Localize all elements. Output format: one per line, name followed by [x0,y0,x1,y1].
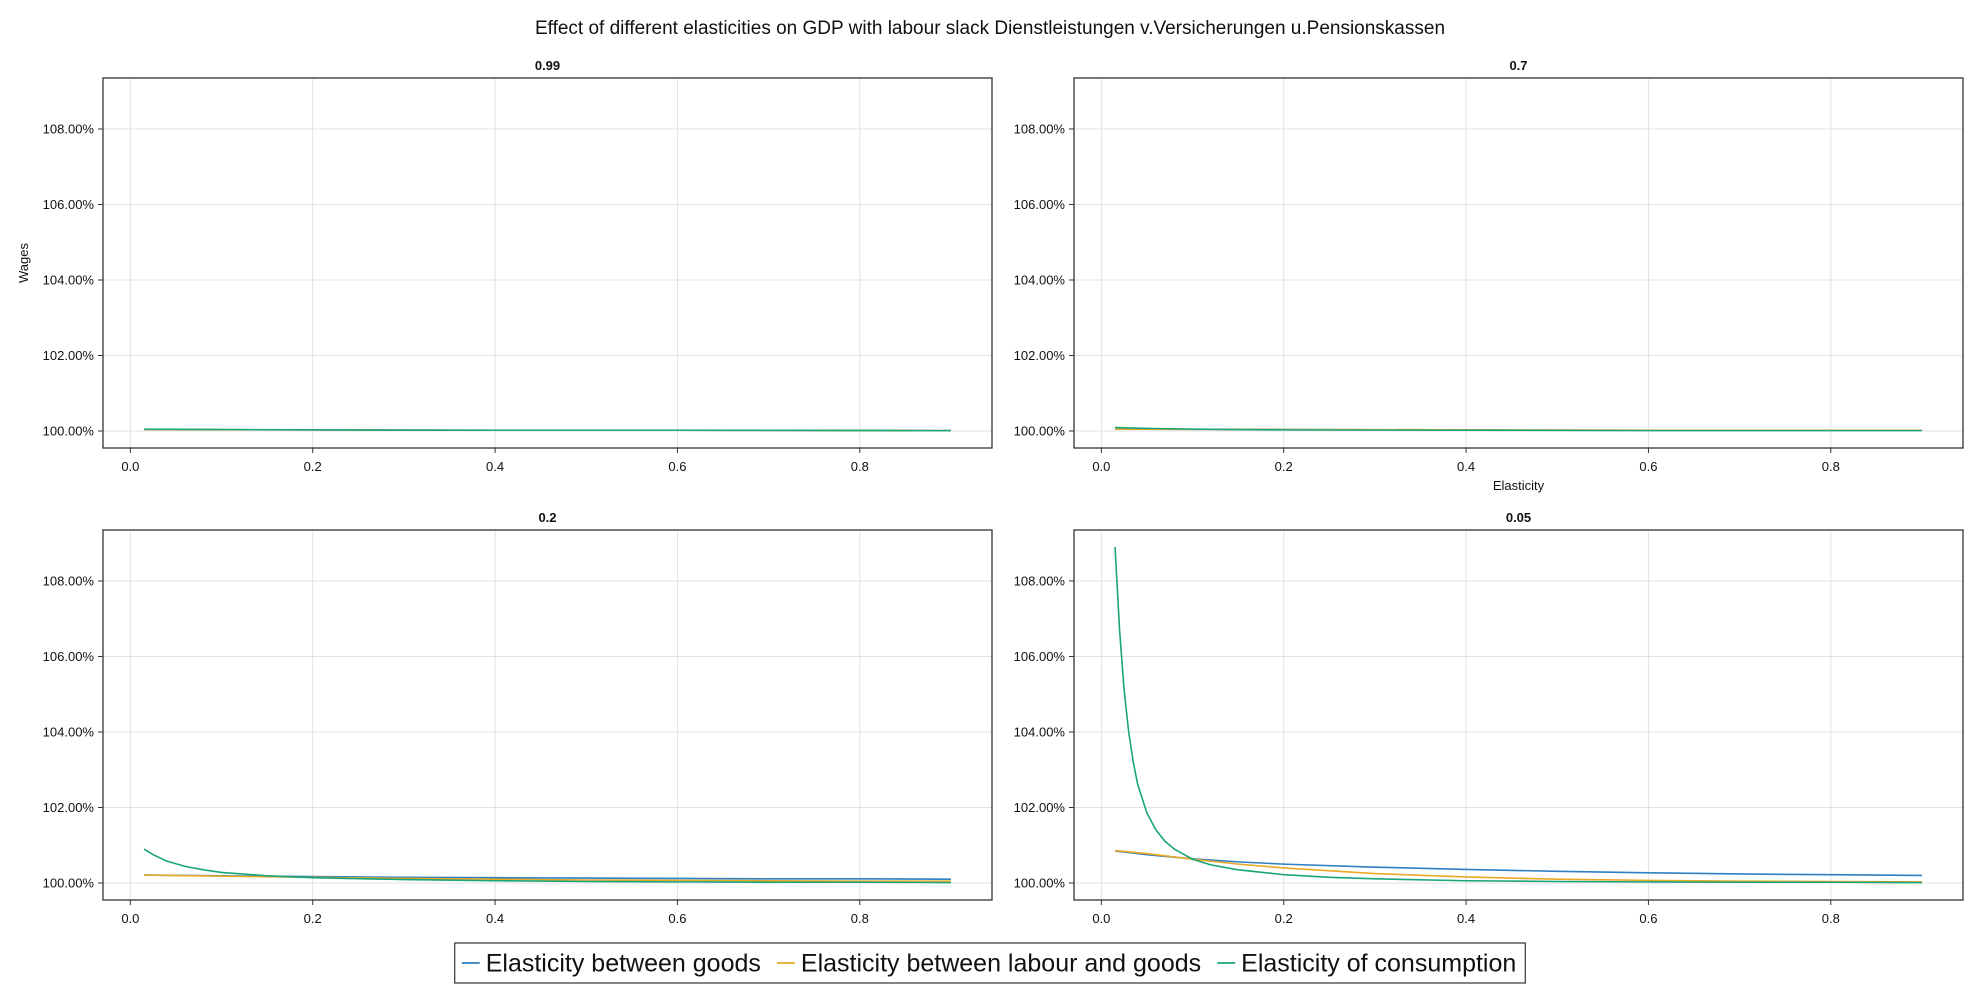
y-tick-label: 106.00% [1014,649,1066,664]
subplot-title: 0.2 [538,510,556,525]
subplot-3: 0.0 0.2 0.4 0.6 0.8 100.00% 102.00% 104.00% 106.… [43,510,993,926]
series-line-elasticity-of-consumption [1115,426,1922,432]
y-tick-label: 106.00% [43,197,95,212]
y-tick-label: 108.00% [1014,573,1066,588]
x-tick-label: 0.0 [1092,911,1110,926]
y-tick-label: 106.00% [1014,197,1066,212]
figure-title: Effect of different elasticities on GDP … [535,18,1445,39]
subplot-grid: 0.0 0.2 0.4 0.6 0.8 100.00% 102.00% 104.00% 106.… [16,58,1964,926]
legend-item: Elasticity between goods [461,950,761,978]
plot-frame [1073,77,1964,449]
y-tick-label: 100.00% [1014,876,1066,891]
x-tick-label: 0.6 [1639,459,1657,474]
series-line-elasticity-of-consumption [143,848,951,884]
x-tick-label: 0.6 [668,911,686,926]
x-tick-label: 0.4 [1457,911,1475,926]
x-axis-label: Elasticity [1493,478,1545,493]
legend-item: Elasticity of consumption [1217,950,1516,978]
series-line-elasticity-between-labour-and-goods [144,874,951,882]
x-tick-label: 0.6 [668,459,686,474]
y-tick-label: 104.00% [1014,724,1066,739]
x-tick-label: 0.0 [121,459,139,474]
subplot-4: 0.0 0.2 0.4 0.6 0.8 100.00% 102.00% 104.00% 106.… [1014,510,1964,926]
series-line-elasticity-between-labour-and-goods [1114,849,1922,883]
y-tick-label: 104.00% [43,724,95,739]
y-tick-label: 108.00% [43,573,95,588]
legend-label: Elasticity between goods [486,950,761,978]
plot-frame [102,529,993,901]
y-tick-label: 100.00% [43,424,95,439]
y-tick-label: 102.00% [43,800,95,815]
legend-label: Elasticity of consumption [1241,950,1516,978]
legend-item: Elasticity between labour and goods [776,950,1201,978]
subplot-2: 0.0 0.2 0.4 0.6 0.8 100.00% 102.00% 104.00% 106.… [1014,58,1964,493]
y-tick-label: 104.00% [43,272,95,287]
x-tick-label: 0.2 [1275,459,1293,474]
y-tick-label: 100.00% [43,876,95,891]
x-tick-label: 0.2 [304,911,322,926]
y-tick-label: 102.00% [1014,800,1066,815]
y-tick-label: 108.00% [1014,121,1066,136]
subplot-title: 0.7 [1509,58,1527,73]
x-tick-label: 0.4 [486,459,504,474]
x-tick-label: 0.4 [1457,459,1475,474]
y-tick-label: 102.00% [43,348,95,363]
x-tick-label: 0.2 [304,459,322,474]
x-tick-label: 0.6 [1639,911,1657,926]
y-tick-label: 108.00% [43,121,95,136]
x-tick-label: 0.8 [851,911,869,926]
legend-box [454,942,1526,984]
x-tick-label: 0.8 [1822,459,1840,474]
y-tick-label: 100.00% [1014,424,1066,439]
plot-frame [1073,529,1964,901]
y-axis-label: Wages [16,243,31,283]
x-tick-label: 0.4 [486,911,504,926]
subplot-title: 0.99 [535,58,560,73]
x-tick-label: 0.2 [1275,911,1293,926]
x-tick-label: 0.0 [1092,459,1110,474]
y-tick-label: 102.00% [1014,348,1066,363]
legend-label: Elasticity between labour and goods [801,950,1201,978]
series-line-elasticity-of-consumption [144,428,951,432]
x-tick-label: 0.0 [121,911,139,926]
x-tick-label: 0.8 [851,459,869,474]
y-tick-label: 106.00% [43,649,95,664]
x-tick-label: 0.8 [1822,911,1840,926]
subplot-1: 0.0 0.2 0.4 0.6 0.8 100.00% 102.00% 104.00% 106.… [16,58,993,474]
legend: Elasticity between goods Elasticity betwe… [454,942,1526,984]
y-tick-label: 104.00% [1014,272,1066,287]
plot-frame [102,77,993,449]
subplot-title: 0.05 [1506,510,1531,525]
series-line-elasticity-of-consumption [1114,546,1922,884]
